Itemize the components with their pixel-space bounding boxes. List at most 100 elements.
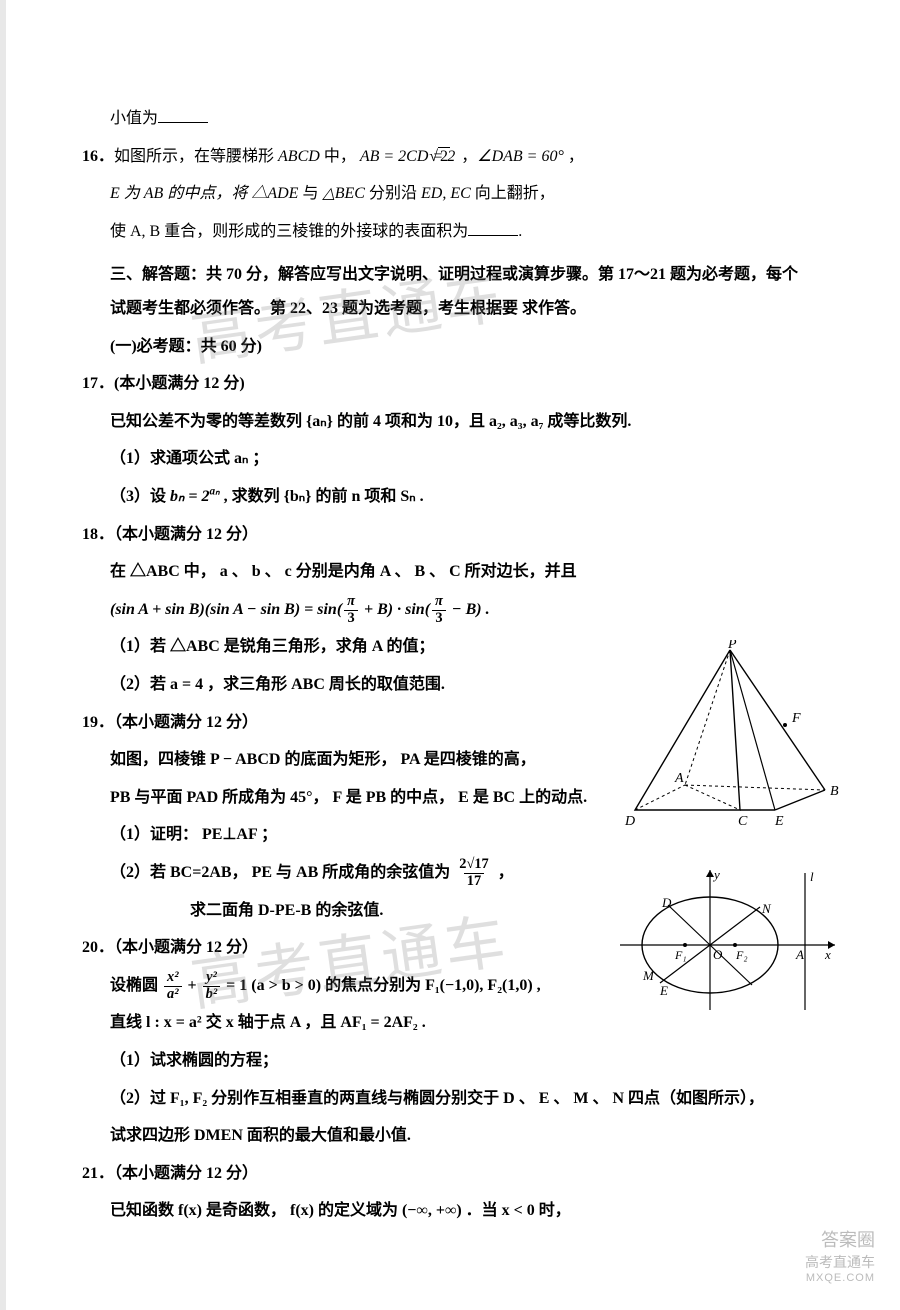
- q20-num: 20．: [82, 939, 114, 956]
- t: △ADE: [251, 185, 298, 202]
- t: （本小题满分 12 分）: [114, 714, 258, 731]
- blank: [158, 106, 208, 123]
- q15-text: 小值为: [110, 110, 158, 127]
- frac: 2√1717: [456, 857, 491, 890]
- q21-l1: 已知函数 f(x) 是奇函数， f(x) 的定义域为 (−∞, +∞) ．当 x…: [110, 1192, 810, 1230]
- lbl-C: C: [738, 814, 748, 829]
- edge-dash: [685, 650, 730, 785]
- frac: x²a²: [164, 970, 182, 1003]
- t: 使 A, B 重合，则形成的三棱锥的外接球的表面积为: [110, 223, 468, 240]
- lbl-P: P: [727, 640, 737, 652]
- edge-dash: [685, 785, 825, 790]
- section3-header: 三、解答题：共 70 分，解答应写出文字说明、证明过程或演算步骤。第 17～21…: [110, 256, 810, 327]
- t: （3）设: [110, 488, 170, 505]
- num: x²: [164, 970, 182, 986]
- section3-sub: (一)必考题：共 60 分): [110, 328, 810, 366]
- q17-p3: （3）设 bₙ = 2aₙ , 求数列 {bₙ} 的前 n 项和 Sₙ .: [110, 478, 810, 516]
- t: 中，: [320, 148, 356, 165]
- q20-p2: （2）过 F₁, F₂ 分别作互相垂直的两直线与椭圆分别交于 D 、 E 、 M…: [110, 1080, 810, 1118]
- q15-tail: 小值为: [110, 100, 810, 138]
- arrow-y: [706, 870, 714, 877]
- F2-pt: [733, 943, 737, 947]
- lbl-E: E: [774, 814, 784, 829]
- frac: y²b²: [203, 970, 221, 1003]
- comma: ，: [457, 148, 477, 165]
- sqrt: 2: [455, 140, 457, 174]
- q21-num: 21．: [82, 1165, 114, 1182]
- t: （本小题满分 12 分）: [114, 526, 258, 543]
- t: （1）求通项公式 aₙ ；: [110, 450, 268, 467]
- rad: 2: [438, 147, 450, 165]
- t: (sin A + sin B)(sin A − sin B) = sin(: [110, 601, 342, 618]
- bm1: 答案圈: [805, 1229, 875, 1252]
- lbl-l: l: [810, 869, 814, 884]
- t: E 为 AB 的中点，将: [110, 185, 251, 202]
- lbl-A: A: [674, 771, 684, 786]
- t: (本小题满分 12 分): [114, 375, 245, 392]
- period: .: [518, 223, 522, 240]
- lbl-B: B: [830, 784, 839, 799]
- t: 如图所示，在等腰梯形: [114, 148, 278, 165]
- lbl-x: x: [824, 947, 831, 962]
- lbl-D: D: [661, 895, 672, 910]
- t: ，: [494, 864, 514, 881]
- comma: ，: [564, 148, 584, 165]
- t: 设椭圆: [110, 977, 162, 994]
- t: − B) .: [448, 601, 490, 618]
- den: b²: [203, 986, 221, 1003]
- bm2: 高考直通车: [805, 1253, 875, 1271]
- lbl-N: N: [761, 901, 772, 916]
- t: ED, EC: [421, 185, 471, 202]
- lbl-E: E: [659, 983, 668, 998]
- lbl-F2: F₂: [735, 948, 748, 962]
- t: bₙ = 2: [170, 488, 210, 505]
- t: △BEC: [322, 185, 365, 202]
- q18-eq: (sin A + sin B)(sin A − sin B) = sin(π3 …: [110, 591, 810, 629]
- q17-body: 已知公差不为零的等差数列 {aₙ} 的前 4 项和为 10，且 a₂, a₃, …: [110, 403, 810, 441]
- frac: π3: [344, 594, 358, 627]
- bottom-watermark: 答案圈 高考直通车 MXQE.COM: [805, 1229, 875, 1285]
- q20-p1: （1）试求椭圆的方程；: [110, 1042, 810, 1080]
- bm3: MXQE.COM: [805, 1271, 875, 1285]
- q17-p1: （1）求通项公式 aₙ ；: [110, 440, 810, 478]
- den: 3: [344, 610, 357, 627]
- pt: [783, 723, 787, 727]
- t: （本小题满分 12 分）: [114, 1165, 258, 1182]
- q16-line3: 使 A, B 重合，则形成的三棱锥的外接球的表面积为.: [110, 213, 810, 251]
- q16-line2: E 为 AB 的中点，将 △ADE 与 △BEC 分别沿 ED, EC 向上翻折…: [110, 175, 810, 213]
- q19-num: 19．: [82, 714, 114, 731]
- q17-num: 17．: [82, 375, 114, 392]
- t: = 1 (a > b > 0) 的焦点分别为 F₁(−1,0), F₂(1,0)…: [222, 977, 540, 994]
- exam-page: 高考直通车 高考直通车 小值为 16．如图所示，在等腰梯形 ABCD 中， AB…: [0, 0, 900, 1310]
- lbl-y: y: [712, 867, 720, 882]
- edge: [775, 790, 825, 810]
- lbl-A: A: [795, 947, 804, 962]
- num: y²: [203, 970, 220, 986]
- angle: ∠DAB = 60°: [477, 148, 564, 165]
- edge: [730, 650, 825, 790]
- lbl-D: D: [624, 814, 635, 829]
- lbl-M: M: [642, 968, 655, 983]
- ellipse-diagram: y x l D E M N O A F₁ F₂: [620, 865, 840, 1015]
- t: （本小题满分 12 分）: [114, 939, 258, 956]
- left-margin-band: [0, 0, 6, 1310]
- edge-dash: [685, 785, 740, 810]
- q20-p2b: 试求四边形 DMEN 面积的最大值和最小值.: [110, 1117, 810, 1155]
- F1-pt: [683, 943, 687, 947]
- den: a²: [164, 986, 182, 1003]
- lbl-F: F: [791, 711, 801, 726]
- num: 2√17: [456, 857, 491, 873]
- lbl-F1: F₁: [674, 948, 687, 962]
- q17-header: 17．(本小题满分 12 分): [110, 365, 810, 403]
- blank: [468, 219, 518, 236]
- t: 向上翻折，: [471, 185, 555, 202]
- q21-header: 21．（本小题满分 12 分）: [110, 1155, 810, 1193]
- q18-num: 18．: [82, 526, 114, 543]
- edge: [730, 650, 775, 810]
- t: （2）若 BC=2AB， PE 与 AB 所成角的余弦值为: [110, 864, 454, 881]
- t: 与: [298, 185, 322, 202]
- plus: +: [184, 977, 201, 994]
- den: 17: [464, 873, 484, 890]
- num: π: [432, 594, 446, 610]
- t: , 求数列 {bₙ} 的前 n 项和 Sₙ .: [220, 488, 424, 505]
